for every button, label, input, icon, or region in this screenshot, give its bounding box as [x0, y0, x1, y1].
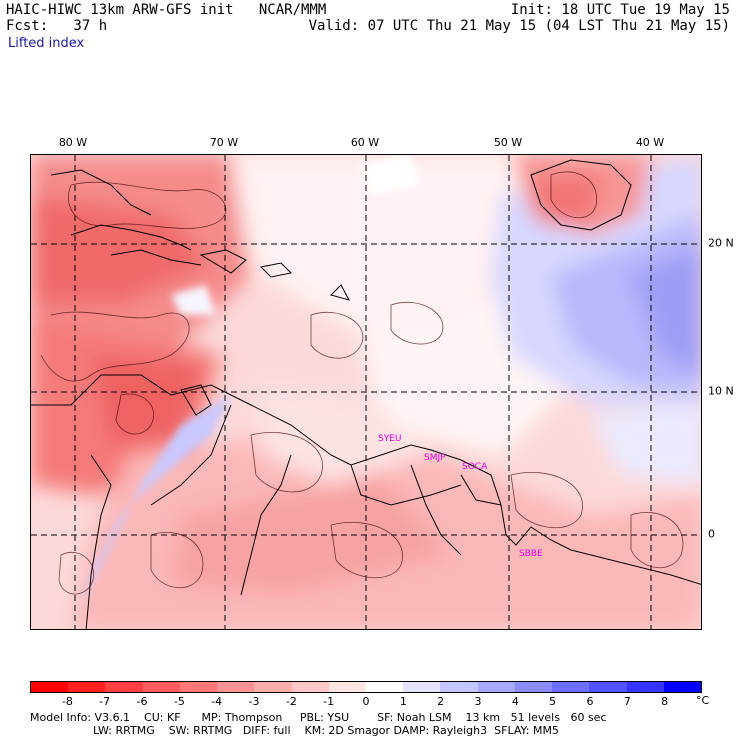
colorbar-tick-label: -7: [99, 695, 111, 708]
lifted-index-map: SYEU SMJP SOCA SBBE: [31, 155, 701, 629]
colorbar: [30, 681, 702, 693]
colorbar-segment: [552, 682, 590, 692]
colorbar-segment: [589, 682, 627, 692]
colorbar-tick-label: 0: [362, 695, 370, 708]
colorbar-tick-label: 8: [661, 695, 669, 708]
colorbar-tick-label: -6: [136, 695, 148, 708]
valid-time: Valid: 07 UTC Thu 21 May 15 (04 LST Thu …: [308, 18, 730, 34]
colorbar-segment: [31, 682, 69, 692]
station-smjp: SMJP: [424, 453, 446, 463]
model-info-line2: LW: RRTMG SW: RRTMG DIFF: full KM: 2D Sm…: [30, 724, 559, 737]
colorbar-tick-label: 4: [511, 695, 519, 708]
colorbar-segment: [291, 682, 329, 692]
contours: [40, 171, 684, 595]
shaded-field: [31, 155, 701, 629]
colorbar-segment: [68, 682, 106, 692]
colorbar-segment: [105, 682, 143, 692]
field-name: Lifted index: [8, 36, 85, 51]
lat-label-20n: 20 N: [708, 236, 734, 250]
map-title: HAIC-HIWC 13km ARW-GFS init NCAR/MMM: [6, 2, 327, 18]
light-streaks: [81, 155, 421, 605]
map-panel: SYEU SMJP SOCA SBBE: [30, 154, 702, 630]
grid-lines: [31, 155, 701, 629]
colorbar-tick-label: -8: [61, 695, 73, 708]
colorbar-unit: °C: [696, 694, 710, 707]
station-syeu: SYEU: [378, 434, 401, 444]
colorbar-tick-label: 3: [474, 695, 482, 708]
lat-label-equator: 0: [708, 527, 715, 541]
colorbar-segment: [217, 682, 255, 692]
colorbar-tick-label: -2: [285, 695, 297, 708]
colorbar-segment: [663, 682, 701, 692]
colorbar-tick-label: -3: [248, 695, 260, 708]
colorbar-tick-label: 1: [399, 695, 407, 708]
colorbar-segment: [328, 682, 366, 692]
colorbar-tick-label: -4: [211, 695, 223, 708]
colorbar-tick-label: 6: [586, 695, 594, 708]
colorbar-segment: [403, 682, 441, 692]
colorbar-segment: [440, 682, 478, 692]
station-soca: SOCA: [462, 462, 488, 472]
lon-label-50w: 50 W: [493, 136, 523, 149]
init-time: Init: 18 UTC Tue 19 May 15: [510, 2, 730, 18]
lon-label-70w: 70 W: [209, 136, 239, 149]
colorbar-segment: [179, 682, 218, 692]
colorbar-tick-label: -5: [173, 695, 185, 708]
coastlines: [31, 159, 701, 629]
model-info-line1: Model Info: V3.6.1 CU: KF MP: Thompson P…: [30, 711, 607, 724]
colorbar-segment: [365, 682, 404, 692]
colorbar-segment: [254, 682, 292, 692]
lat-label-10n: 10 N: [708, 384, 734, 398]
colorbar-tick-label: -1: [323, 695, 335, 708]
colorbar-segment: [626, 682, 664, 692]
colorbar-segment: [142, 682, 180, 692]
colorbar-tick-label: 7: [623, 695, 631, 708]
colorbar-segment: [477, 682, 515, 692]
lon-label-60w: 60 W: [350, 136, 380, 149]
station-sbbe: SBBE: [519, 549, 543, 559]
forecast-hour: Fcst: 37 h: [6, 18, 108, 34]
lon-label-40w: 40 W: [635, 136, 665, 149]
colorbar-segment: [514, 682, 553, 692]
colorbar-tick-label: 5: [549, 695, 557, 708]
colorbar-tick-label: 2: [437, 695, 445, 708]
lon-label-80w: 80 W: [58, 136, 88, 149]
